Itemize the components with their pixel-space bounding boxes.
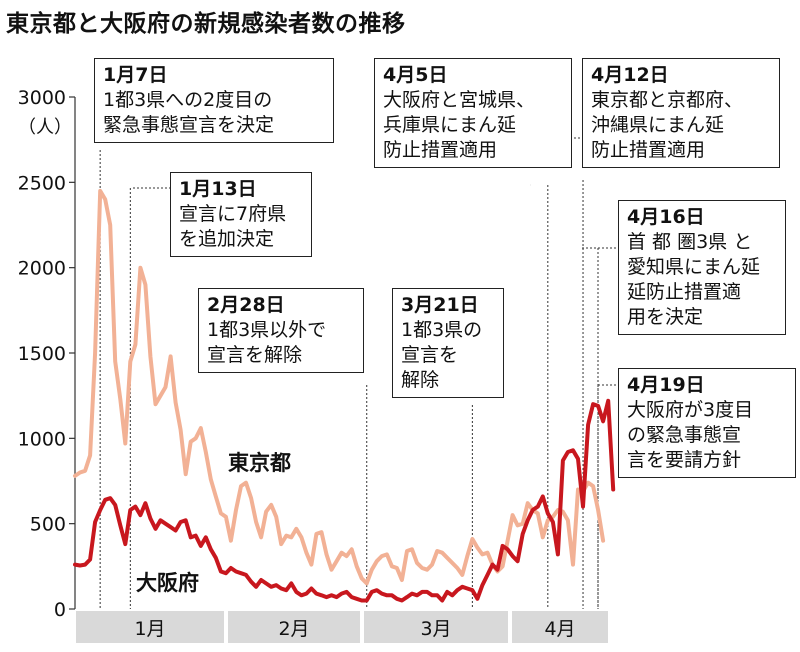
y-tick-label: 2000 [18,258,66,280]
y-tick-label: 1000 [18,428,66,450]
annotation-text: 東京都と京都府、 沖縄県にまん延 防止措置適用 [591,89,744,161]
month-band [364,611,508,643]
annotation-date: 3月21日 [401,294,479,316]
annotation-text: 大阪府と宮城県、 兵庫県にまん延 防止措置適用 [383,89,536,161]
y-tick-label: 3000 [18,87,66,109]
annotation-date: 2月28日 [207,294,285,316]
y-tick-label: 500 [30,514,66,536]
month-band [76,611,224,643]
annotation-box-apr12: 4月12日 東京都と京都府、 沖縄県にまん延 防止措置適用 [582,58,780,168]
series-label-tokyo: 東京都 [228,451,291,475]
annotation-text: 宣言に7府県 を追加決定 [179,203,287,250]
annotation-text: 1都3県以外で 宣言を解除 [207,319,327,366]
annotation-date: 1月7日 [103,64,168,86]
month-band [228,611,360,643]
annotation-text: 1都3県への2度目の 緊急事態宣言を決定 [103,89,275,136]
annotation-date: 1月13日 [179,178,257,200]
month-label: 1月 [134,618,165,640]
y-tick-label: 1500 [18,343,66,365]
annotation-box-jan13: 1月13日 宣言に7府県 を追加決定 [170,172,312,257]
y-tick-label: 2500 [18,172,66,194]
month-label: 2月 [278,618,309,640]
annotation-box-apr19: 4月19日 大阪府が3度目 の緊急事態宣 言を要請方針 [618,368,796,478]
annotation-box-feb28: 2月28日 1都3県以外で 宣言を解除 [198,288,364,373]
y-tick-label: 0 [54,599,66,621]
month-label: 3月 [420,618,451,640]
annotation-box-apr16: 4月16日 首 都 圏3県 と 愛知県にまん延 延防止措置適 用を決定 [618,200,786,335]
month-band [512,611,608,643]
annotation-text: 大阪府が3度目 の緊急事態宣 言を要請方針 [627,399,754,471]
series-line-osaka [73,398,616,603]
annotation-box-apr5: 4月5日 大阪府と宮城県、 兵庫県にまん延 防止措置適用 [374,58,572,168]
series-line-tokyo [73,188,606,586]
annotation-text: 1都3県の 宣言を 解除 [401,319,483,391]
series-label-osaka: 大阪府 [136,571,199,595]
y-unit-label: （人） [18,117,72,138]
annotation-date: 4月12日 [591,64,669,86]
annotation-box-jan7: 1月7日 1都3県への2度目の 緊急事態宣言を決定 [94,58,334,143]
annotation-date: 4月19日 [627,374,705,396]
annotation-box-mar21: 3月21日 1都3県の 宣言を 解除 [392,288,504,398]
chart-title: 東京都と大阪府の新規感染者数の推移 [6,11,406,37]
annotation-text: 首 都 圏3県 と 愛知県にまん延 延防止措置適 用を決定 [627,231,761,328]
annotation-date: 4月16日 [627,206,705,228]
annotation-date: 4月5日 [383,64,448,86]
month-label: 4月 [544,618,575,640]
